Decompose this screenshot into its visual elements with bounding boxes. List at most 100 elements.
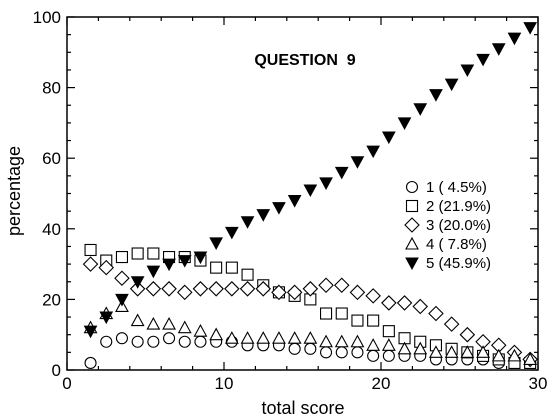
data-point <box>162 316 176 330</box>
legend-label: 2 (21.9%) <box>426 198 491 215</box>
data-point <box>178 335 191 348</box>
data-point <box>319 346 333 359</box>
data-point <box>491 348 506 362</box>
data-point <box>367 349 380 362</box>
data-point <box>98 259 115 276</box>
x-tick-label: 30 <box>529 374 548 393</box>
data-point <box>366 145 380 159</box>
data-point <box>507 32 522 46</box>
data-point <box>476 345 490 358</box>
data-point <box>350 156 365 169</box>
data-point <box>365 288 381 304</box>
data-point <box>209 327 224 341</box>
legend-label: 4 ( 7.8%) <box>426 236 487 253</box>
data-point <box>162 258 176 272</box>
data-point <box>397 117 412 130</box>
data-point <box>114 270 130 286</box>
data-point <box>100 335 113 348</box>
data-point <box>163 332 176 345</box>
data-point <box>193 251 208 265</box>
legend-marker <box>405 257 419 271</box>
series-3 <box>82 256 538 368</box>
data-point <box>397 341 412 355</box>
data-point <box>225 226 239 240</box>
data-point <box>319 307 333 320</box>
legend-entry: 1 ( 4.5%) <box>405 179 487 196</box>
data-point <box>444 345 459 358</box>
data-marks <box>82 22 538 369</box>
data-point <box>382 325 395 338</box>
x-tick-label: 20 <box>372 374 391 393</box>
data-point <box>240 331 255 344</box>
data-point <box>239 281 256 297</box>
data-point <box>146 316 161 330</box>
data-point <box>147 247 160 260</box>
data-point <box>99 311 114 325</box>
data-point <box>303 331 318 344</box>
data-point <box>350 334 365 348</box>
data-point <box>82 256 99 272</box>
data-point <box>225 261 238 274</box>
data-point <box>476 53 490 67</box>
data-point <box>507 348 522 362</box>
legend-entry: 3 (20.0%) <box>404 217 491 234</box>
data-point <box>413 103 428 116</box>
data-point <box>209 237 223 250</box>
data-point <box>287 331 302 344</box>
legend-entry: 4 ( 7.8%) <box>405 236 487 253</box>
legend-marker <box>405 180 419 194</box>
data-point <box>319 177 333 190</box>
legend-label: 3 (20.0%) <box>426 217 491 234</box>
data-point <box>130 313 145 327</box>
data-point <box>210 261 223 274</box>
data-point <box>396 295 413 311</box>
data-point <box>256 209 271 222</box>
data-point <box>84 243 97 257</box>
data-point <box>523 22 537 35</box>
data-point <box>192 281 209 297</box>
data-point <box>115 293 129 307</box>
legend-marker <box>404 217 420 233</box>
data-point <box>145 281 162 297</box>
data-point <box>287 195 302 208</box>
data-point <box>224 281 240 297</box>
data-point <box>413 341 428 355</box>
data-point <box>255 281 272 297</box>
x-axis-label: total score <box>261 398 344 418</box>
data-point <box>302 281 319 297</box>
legend: 1 ( 4.5%) 2 (21.9%) 3 (20.0%) 4 ( 7.8%) 5 (4… <box>404 179 491 272</box>
y-tick-label: 60 <box>42 149 61 168</box>
data-point <box>428 305 444 322</box>
data-point <box>349 284 366 301</box>
data-point <box>333 277 350 294</box>
series-5 <box>83 22 537 339</box>
data-point <box>351 314 364 327</box>
data-point <box>286 284 303 301</box>
x-tick-label: 10 <box>215 374 234 393</box>
data-point <box>443 316 460 332</box>
y-tick-label: 40 <box>42 220 61 239</box>
data-point <box>224 331 239 344</box>
data-point <box>288 342 301 355</box>
data-point <box>382 349 395 362</box>
data-point <box>304 342 317 355</box>
data-point <box>303 184 318 198</box>
legend-label: 5 (45.9%) <box>426 255 491 272</box>
data-point <box>272 202 286 215</box>
data-point <box>83 325 98 339</box>
data-point <box>381 295 397 311</box>
data-point <box>177 320 192 334</box>
data-point <box>523 352 538 365</box>
data-point <box>129 281 146 297</box>
data-point <box>208 281 224 297</box>
axis-ticks: 0 10 20 30 0 20 40 60 80 100 <box>33 8 548 393</box>
data-point <box>194 335 207 348</box>
data-point <box>130 276 145 289</box>
data-point <box>334 334 349 348</box>
data-point <box>146 265 161 279</box>
data-point <box>334 166 349 180</box>
legend-entry: 2 (21.9%) <box>405 198 491 215</box>
legend-label: 1 ( 4.5%) <box>426 179 487 196</box>
data-point <box>131 335 144 348</box>
